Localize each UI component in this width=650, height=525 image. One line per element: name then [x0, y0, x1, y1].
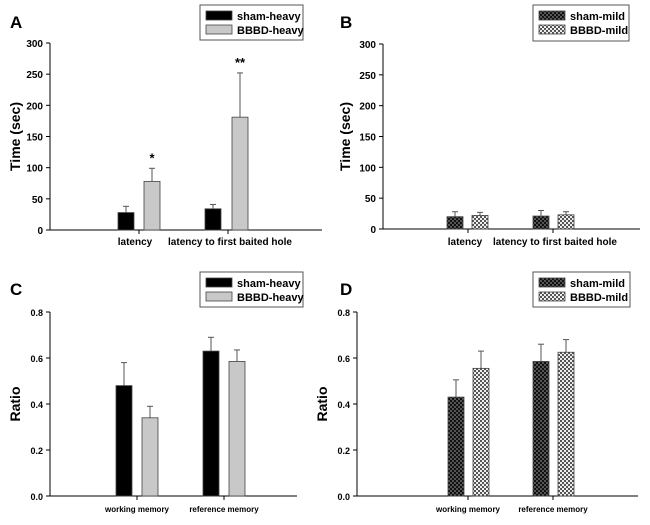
y-tick-label: 100	[26, 164, 43, 175]
legend-box	[532, 4, 630, 42]
y-tick-label: 150	[26, 133, 43, 144]
bar-sham-mild	[532, 361, 550, 497]
y-axis-label: Time (sec)	[7, 102, 23, 171]
y-tick-label: 0.6	[337, 354, 350, 364]
y-tick-label: 250	[359, 71, 376, 82]
bar-sham-heavy	[117, 212, 135, 231]
panel-c: C 0.0 0.2 0.4 0.6 0.8 Ratio working memory refer…	[7, 271, 305, 514]
x-category-label: working memory	[435, 505, 501, 514]
significance-marker: *	[149, 150, 155, 165]
y-tick-label: 0.8	[337, 308, 350, 318]
bar-BBBD-heavy	[143, 180, 161, 231]
legend-swatch	[538, 10, 566, 21]
y-tick-label: 150	[359, 133, 376, 144]
bar-BBBD-mild	[557, 351, 575, 497]
x-category-label: working memory	[104, 505, 170, 514]
y-tick-label: 0.2	[337, 446, 350, 456]
y-tick-label: 0	[370, 225, 376, 236]
y-tick-label: 250	[26, 70, 43, 81]
x-category-label: latency	[448, 237, 483, 248]
bar-BBBD-mild	[472, 367, 490, 497]
y-tick-label: 100	[359, 163, 376, 174]
y-tick-label: 0	[37, 226, 43, 237]
y-tick-label: 300	[359, 40, 376, 51]
bar-sham-mild	[532, 215, 550, 230]
y-tick-label: 0.0	[30, 492, 43, 502]
legend-swatch	[205, 24, 233, 35]
panel-label: B	[340, 13, 352, 32]
y-tick-label: 300	[26, 39, 43, 50]
legend-label: BBBD-heavy	[237, 292, 305, 304]
legend-swatch	[538, 277, 566, 288]
bar-BBBD-heavy	[141, 417, 159, 497]
y-tick-label: 0.2	[30, 446, 43, 456]
bar-sham-mild	[447, 396, 465, 497]
y-axis-label: Time (sec)	[337, 102, 353, 171]
bar-sham-heavy	[202, 350, 220, 497]
x-category-label: latency to first baited hole	[493, 237, 617, 248]
x-category-label: latency	[118, 237, 153, 248]
panel-d: D 0.0 0.2 0.4 0.6 0.8 Ratio working memory refer…	[314, 271, 638, 514]
panel-label: A	[10, 13, 22, 32]
legend-swatch	[538, 24, 566, 35]
panel-label: D	[340, 280, 352, 299]
legend-label: BBBD-heavy	[237, 25, 305, 37]
panel-label: C	[10, 280, 22, 299]
legend-label: BBBD-mild	[570, 25, 628, 37]
bar-BBBD-mild	[471, 215, 489, 230]
legend-label: sham-heavy	[237, 278, 301, 290]
legend-swatch	[538, 291, 566, 302]
x-category-label: reference memory	[518, 505, 588, 514]
x-category-label: latency to first baited hole	[168, 237, 292, 248]
legend: sham-heavy BBBD-heavy	[199, 271, 305, 308]
x-category-label: reference memory	[189, 505, 259, 514]
legend-label: sham-mild	[570, 11, 625, 23]
y-tick-label: 0.0	[337, 492, 350, 502]
bar-BBBD-mild	[557, 214, 575, 230]
y-tick-label: 50	[365, 194, 377, 205]
legend-label: BBBD-mild	[570, 292, 628, 304]
bar-sham-heavy	[204, 208, 222, 231]
bar-BBBD-heavy	[231, 116, 249, 231]
y-tick-label: 200	[26, 101, 43, 112]
y-tick-label: 0.4	[337, 400, 350, 410]
y-tick-label: 50	[32, 195, 44, 206]
legend: sham-heavy BBBD-heavy	[199, 4, 305, 41]
y-axis-label: Ratio	[7, 387, 23, 422]
bar-sham-mild	[446, 216, 464, 230]
legend-swatch	[205, 291, 233, 302]
legend-label: sham-heavy	[237, 11, 301, 23]
panel-a: A 0 50 100 150 200 250 300 Time (sec) latency late…	[7, 4, 322, 248]
bar-BBBD-heavy	[228, 361, 246, 497]
panel-b: B 0 50 100 150 200 250 300 Time (sec) latency late…	[337, 4, 640, 248]
legend: sham-mild BBBD-mild	[532, 271, 631, 308]
legend: sham-mild BBBD-mild	[532, 4, 630, 42]
legend-swatch	[205, 10, 233, 21]
y-tick-label: 0.6	[30, 354, 43, 364]
legend-swatch	[205, 277, 233, 288]
significance-marker: **	[235, 55, 246, 70]
y-tick-label: 200	[359, 102, 376, 113]
legend-label: sham-mild	[570, 278, 625, 290]
y-axis-label: Ratio	[314, 387, 330, 422]
bar-sham-heavy	[115, 385, 133, 497]
y-tick-label: 0.8	[30, 308, 43, 318]
y-tick-label: 0.4	[30, 400, 43, 410]
